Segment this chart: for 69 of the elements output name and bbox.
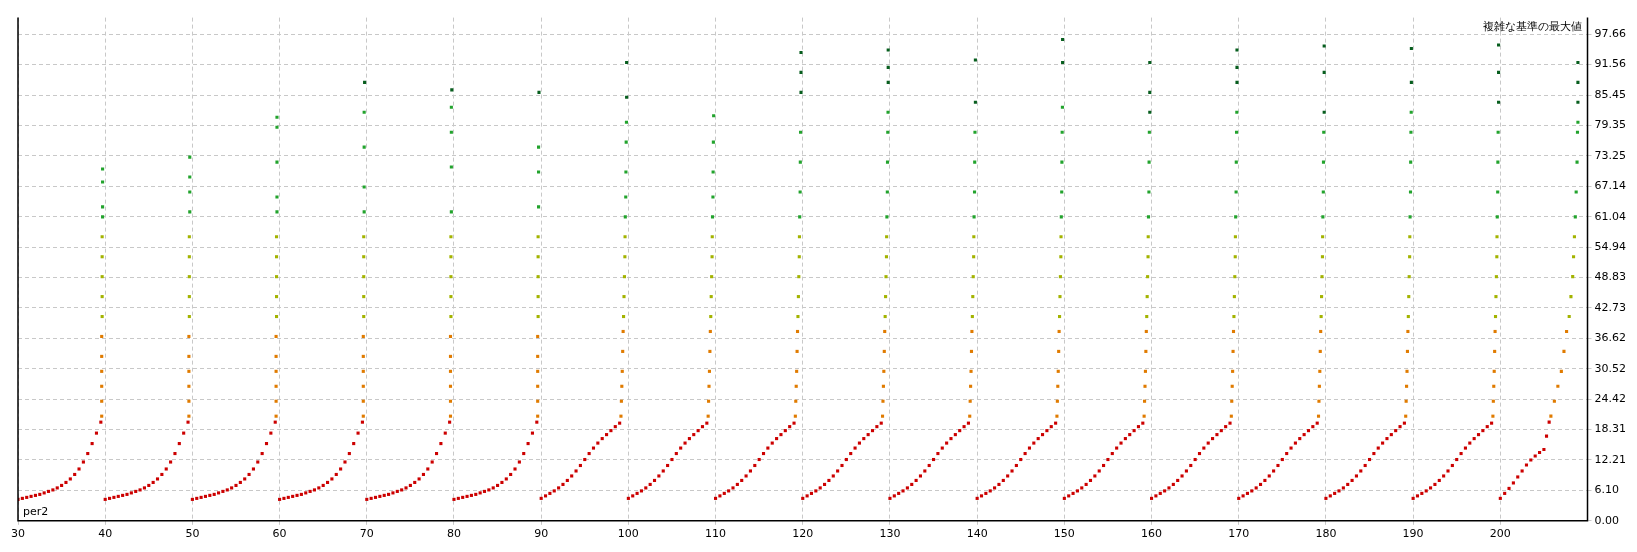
- y-tick-label: 97.66: [1594, 27, 1627, 41]
- x-tick-label: 90: [534, 527, 549, 541]
- y-tick-label: 79.35: [1594, 118, 1627, 132]
- y-tick-label: 73.25: [1594, 148, 1627, 162]
- y-tick-label: 6.10: [1594, 483, 1620, 497]
- x-tick-label: 170: [1228, 527, 1250, 541]
- point: [1409, 80, 1413, 84]
- point: [1322, 70, 1326, 74]
- x-tick-label: 140: [966, 527, 988, 541]
- y-tick-label: 30.52: [1594, 361, 1627, 375]
- y-tick-label: 12.21: [1594, 452, 1627, 466]
- x-tick-label: 50: [185, 527, 200, 541]
- point: [1322, 44, 1326, 48]
- x-tick-label: 110: [705, 527, 727, 541]
- y-tick-label: 18.31: [1594, 422, 1627, 436]
- y-tick-label: 54.94: [1594, 239, 1627, 253]
- point: [1235, 65, 1239, 69]
- x-tick-label: 190: [1402, 527, 1424, 541]
- chart-title: 複雑な基準の最大値: [1482, 19, 1582, 33]
- point: [1576, 100, 1580, 104]
- x-tick-label: 40: [98, 527, 113, 541]
- x-tick-label: 160: [1141, 527, 1163, 541]
- point: [1148, 90, 1152, 94]
- point: [450, 88, 454, 92]
- point: [363, 80, 367, 84]
- point: [625, 95, 629, 99]
- point: [1576, 80, 1580, 84]
- x-tick-label: 80: [446, 527, 461, 541]
- x-tick-label: 120: [792, 527, 814, 541]
- point: [799, 50, 803, 55]
- x-tick-label: 180: [1315, 527, 1337, 541]
- point: [1497, 43, 1501, 47]
- point: [1497, 70, 1501, 74]
- x-tick-label: 200: [1489, 527, 1511, 541]
- point: [1497, 100, 1501, 104]
- point: [1061, 37, 1065, 42]
- point: [625, 60, 629, 64]
- x-tick-label: 30: [11, 527, 25, 541]
- point: [537, 90, 541, 94]
- y-tick-label: 0.00: [1594, 513, 1620, 527]
- y-tick-label: 67.14: [1594, 179, 1627, 193]
- point: [1576, 60, 1580, 64]
- point: [1148, 60, 1152, 64]
- x-tick-label: 150: [1053, 527, 1075, 541]
- y-tick-label: 48.83: [1594, 270, 1627, 284]
- y-tick-label: 61.04: [1594, 209, 1627, 223]
- y-tick-label: 24.42: [1594, 391, 1627, 405]
- point: [973, 100, 977, 104]
- x-axis-title: per2: [23, 505, 49, 519]
- y-tick-label: 42.73: [1594, 300, 1627, 314]
- y-tick-label: 36.62: [1594, 331, 1627, 345]
- point: [886, 48, 890, 52]
- point: [799, 90, 803, 94]
- point: [1148, 110, 1152, 114]
- y-tick-label: 91.56: [1594, 57, 1627, 71]
- point: [1235, 48, 1239, 52]
- point: [1235, 80, 1239, 84]
- point: [886, 80, 890, 84]
- x-tick-label: 60: [272, 527, 287, 541]
- point: [973, 58, 977, 62]
- x-tick-label: 70: [359, 527, 374, 541]
- x-tick-label: 130: [879, 527, 901, 541]
- point: [1322, 110, 1326, 114]
- x-tick-label: 100: [617, 527, 639, 541]
- point: [1061, 60, 1065, 64]
- point: [1409, 46, 1413, 51]
- point: [799, 70, 803, 74]
- point: [886, 65, 890, 69]
- y-tick-label: 85.45: [1594, 87, 1627, 101]
